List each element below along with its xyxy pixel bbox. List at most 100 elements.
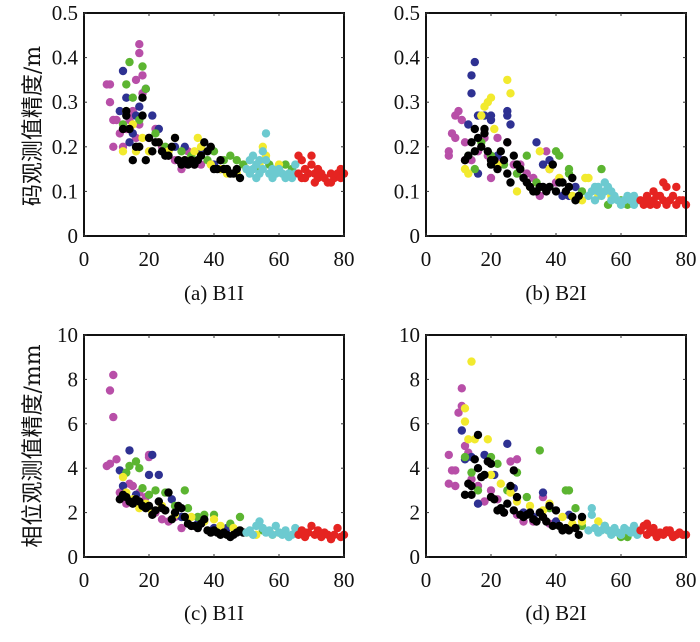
scatter-points: [102, 370, 349, 544]
data-point: [112, 455, 121, 464]
data-point: [122, 93, 131, 102]
data-point: [206, 142, 215, 151]
series-red: [294, 151, 349, 187]
y-tick-label: 0.1: [394, 179, 420, 203]
data-point: [151, 486, 160, 495]
data-point: [467, 71, 476, 80]
data-point: [532, 138, 541, 147]
data-point: [122, 111, 131, 120]
data-point: [480, 470, 489, 480]
series-black: [460, 430, 587, 539]
data-point: [109, 370, 118, 380]
data-point: [235, 512, 245, 522]
scatter-points: [102, 40, 349, 187]
x-tick-label: 80: [676, 568, 697, 592]
data-point: [157, 515, 167, 524]
panel-caption: (b) B2I: [525, 281, 586, 305]
data-point: [258, 147, 267, 156]
data-point: [125, 57, 134, 67]
data-point: [490, 495, 499, 504]
data-point: [144, 490, 154, 499]
data-point: [503, 439, 512, 448]
x-tick-label: 0: [79, 568, 90, 592]
data-point: [473, 133, 483, 143]
data-point: [503, 499, 512, 508]
data-point: [135, 102, 144, 111]
data-point: [167, 495, 176, 504]
data-point: [457, 426, 466, 435]
series-red: [294, 521, 349, 544]
series-blue: [115, 446, 232, 533]
data-point: [512, 187, 522, 196]
data-point: [196, 151, 206, 160]
data-point: [551, 506, 561, 515]
data-point: [261, 156, 271, 165]
data-point: [226, 151, 235, 160]
x-tick-label: 60: [269, 568, 290, 592]
y-tick-label: 8: [410, 367, 421, 391]
data-point: [451, 133, 460, 143]
data-point: [506, 488, 515, 497]
data-point: [148, 111, 157, 120]
data-point: [307, 151, 316, 160]
x-tick-label: 40: [204, 568, 225, 592]
data-point: [118, 66, 128, 76]
data-point: [473, 499, 483, 508]
data-point: [506, 481, 515, 491]
data-point: [115, 466, 125, 475]
x-tick-label: 40: [546, 568, 567, 592]
data-point: [652, 191, 661, 201]
data-point: [626, 528, 635, 537]
data-point: [460, 490, 470, 499]
plot-area: [84, 335, 344, 557]
data-point: [135, 48, 144, 58]
data-point: [193, 133, 202, 143]
data-point: [291, 160, 300, 169]
data-point: [486, 173, 496, 183]
data-point: [571, 523, 580, 533]
series-black: [460, 124, 583, 205]
data-point: [170, 133, 180, 143]
data-point: [558, 178, 567, 187]
x-tick-label: 0: [421, 568, 432, 592]
data-point: [473, 430, 483, 440]
data-point: [300, 173, 310, 183]
data-point: [281, 160, 290, 169]
data-point: [486, 459, 496, 468]
data-point: [451, 481, 460, 491]
data-point: [232, 164, 241, 174]
data-point: [180, 512, 189, 522]
ylabel-code-precision: 码观测值精度/m: [21, 46, 46, 206]
data-point: [125, 124, 134, 134]
data-point: [483, 435, 492, 444]
data-point: [516, 164, 525, 174]
data-point: [607, 530, 616, 539]
y-tick-label: 0: [410, 224, 421, 248]
data-point: [193, 512, 202, 522]
data-point: [470, 147, 479, 156]
data-point: [574, 530, 583, 539]
data-point: [548, 521, 557, 531]
data-point: [568, 512, 577, 522]
x-tick-label: 20: [139, 568, 160, 592]
data-point: [642, 519, 652, 528]
data-point: [577, 512, 587, 522]
data-point: [235, 173, 245, 183]
data-point: [571, 504, 580, 513]
data-point: [138, 62, 147, 71]
data-point: [480, 497, 489, 506]
data-point: [486, 111, 496, 120]
data-point: [464, 435, 473, 444]
y-tick-label: 4: [410, 456, 421, 480]
data-point: [271, 521, 280, 531]
x-tick-label: 0: [421, 247, 432, 271]
data-point: [473, 486, 483, 495]
data-point: [291, 523, 300, 533]
data-point: [584, 526, 593, 535]
data-point: [216, 521, 225, 531]
data-point: [551, 187, 561, 196]
data-point: [545, 182, 554, 192]
data-point: [649, 523, 658, 533]
data-point: [454, 408, 463, 417]
y-tick-label: 0.4: [394, 46, 421, 70]
